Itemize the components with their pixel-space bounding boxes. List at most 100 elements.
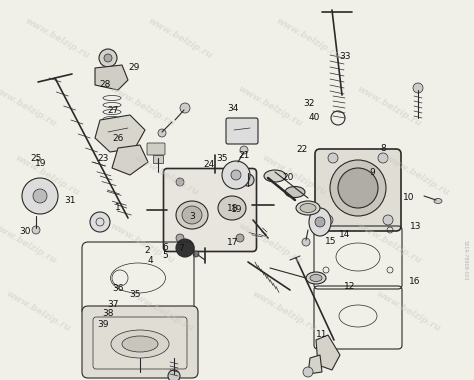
Circle shape xyxy=(176,178,184,186)
Text: 20: 20 xyxy=(283,173,294,182)
Circle shape xyxy=(378,153,388,163)
Ellipse shape xyxy=(434,198,442,204)
Ellipse shape xyxy=(300,204,316,212)
Circle shape xyxy=(323,215,333,225)
Circle shape xyxy=(104,54,112,62)
Text: 11: 11 xyxy=(316,330,327,339)
Text: 35: 35 xyxy=(216,154,228,163)
Text: 10: 10 xyxy=(403,193,414,202)
Circle shape xyxy=(231,170,241,180)
FancyBboxPatch shape xyxy=(82,306,198,378)
Text: 21: 21 xyxy=(238,150,250,160)
Circle shape xyxy=(330,160,386,216)
Text: 31: 31 xyxy=(64,196,76,205)
FancyBboxPatch shape xyxy=(164,168,256,252)
Text: 34: 34 xyxy=(228,104,239,113)
Circle shape xyxy=(383,215,393,225)
Circle shape xyxy=(328,153,338,163)
Circle shape xyxy=(303,367,313,377)
Bar xyxy=(153,155,163,163)
FancyBboxPatch shape xyxy=(315,149,401,231)
Text: 5: 5 xyxy=(162,251,168,260)
Text: www.belzip.ru: www.belzip.ru xyxy=(0,221,57,265)
Text: www.belzip.ru: www.belzip.ru xyxy=(23,16,91,60)
Text: www.belzip.ru: www.belzip.ru xyxy=(237,221,304,265)
Circle shape xyxy=(315,217,325,227)
Polygon shape xyxy=(308,355,322,374)
Text: www.belzip.ru: www.belzip.ru xyxy=(109,84,176,128)
Text: S31R-78908-001: S31R-78908-001 xyxy=(463,239,467,280)
Text: 32: 32 xyxy=(303,99,315,108)
Circle shape xyxy=(242,174,254,186)
Text: www.belzip.ru: www.belzip.ru xyxy=(237,84,304,128)
Text: www.belzip.ru: www.belzip.ru xyxy=(146,16,214,60)
Text: 23: 23 xyxy=(98,154,109,163)
Text: www.belzip.ru: www.belzip.ru xyxy=(374,290,441,334)
Text: www.belzip.ru: www.belzip.ru xyxy=(355,84,422,128)
Text: 2: 2 xyxy=(144,246,150,255)
Text: 36: 36 xyxy=(112,284,123,293)
Text: 7: 7 xyxy=(179,244,184,253)
Text: 13: 13 xyxy=(410,222,422,231)
Text: 37: 37 xyxy=(107,300,118,309)
Text: www.belzip.ru: www.belzip.ru xyxy=(383,153,451,197)
Ellipse shape xyxy=(218,196,246,220)
Circle shape xyxy=(240,146,248,154)
Text: www.belzip.ru: www.belzip.ru xyxy=(132,153,200,197)
FancyBboxPatch shape xyxy=(226,118,258,144)
Circle shape xyxy=(176,239,194,257)
Polygon shape xyxy=(95,65,128,90)
Text: 18: 18 xyxy=(227,204,238,213)
Circle shape xyxy=(193,251,199,257)
Text: 17: 17 xyxy=(227,238,238,247)
Ellipse shape xyxy=(285,187,305,198)
Text: 19: 19 xyxy=(231,205,243,214)
Text: 8: 8 xyxy=(380,144,386,153)
Ellipse shape xyxy=(310,274,322,282)
Circle shape xyxy=(158,129,166,137)
Ellipse shape xyxy=(309,208,331,236)
Text: 28: 28 xyxy=(100,80,111,89)
Text: 9: 9 xyxy=(369,168,375,177)
Text: 12: 12 xyxy=(344,282,356,291)
Text: 16: 16 xyxy=(409,277,420,286)
Text: www.belzip.ru: www.belzip.ru xyxy=(109,221,176,265)
Polygon shape xyxy=(316,335,340,370)
Text: 25: 25 xyxy=(30,154,41,163)
Circle shape xyxy=(236,234,244,242)
Circle shape xyxy=(413,83,423,93)
Ellipse shape xyxy=(122,336,158,352)
Text: 1: 1 xyxy=(115,203,120,212)
Text: 22: 22 xyxy=(297,145,308,154)
Text: 14: 14 xyxy=(339,230,351,239)
Text: 29: 29 xyxy=(128,63,139,72)
Circle shape xyxy=(338,168,378,208)
Text: 33: 33 xyxy=(339,52,351,61)
Text: 39: 39 xyxy=(98,320,109,329)
Polygon shape xyxy=(95,115,145,152)
Text: www.belzip.ru: www.belzip.ru xyxy=(14,153,81,197)
Text: 4: 4 xyxy=(148,256,154,265)
Circle shape xyxy=(302,238,310,246)
Circle shape xyxy=(222,161,250,189)
Circle shape xyxy=(32,226,40,234)
Ellipse shape xyxy=(296,201,320,215)
Text: 19: 19 xyxy=(35,159,46,168)
Circle shape xyxy=(236,178,244,186)
Polygon shape xyxy=(112,145,148,175)
Text: www.belzip.ru: www.belzip.ru xyxy=(251,290,318,334)
Text: www.belzip.ru: www.belzip.ru xyxy=(355,221,422,265)
Text: www.belzip.ru: www.belzip.ru xyxy=(274,16,342,60)
Ellipse shape xyxy=(176,201,208,229)
Text: 38: 38 xyxy=(102,309,114,318)
FancyBboxPatch shape xyxy=(147,143,165,155)
Ellipse shape xyxy=(306,272,326,284)
Circle shape xyxy=(33,189,47,203)
Ellipse shape xyxy=(111,330,169,358)
Circle shape xyxy=(99,49,117,67)
Text: 24: 24 xyxy=(203,160,214,169)
Circle shape xyxy=(90,212,110,232)
Text: 26: 26 xyxy=(112,134,123,143)
Circle shape xyxy=(176,234,184,242)
Text: www.belzip.ru: www.belzip.ru xyxy=(128,290,195,334)
